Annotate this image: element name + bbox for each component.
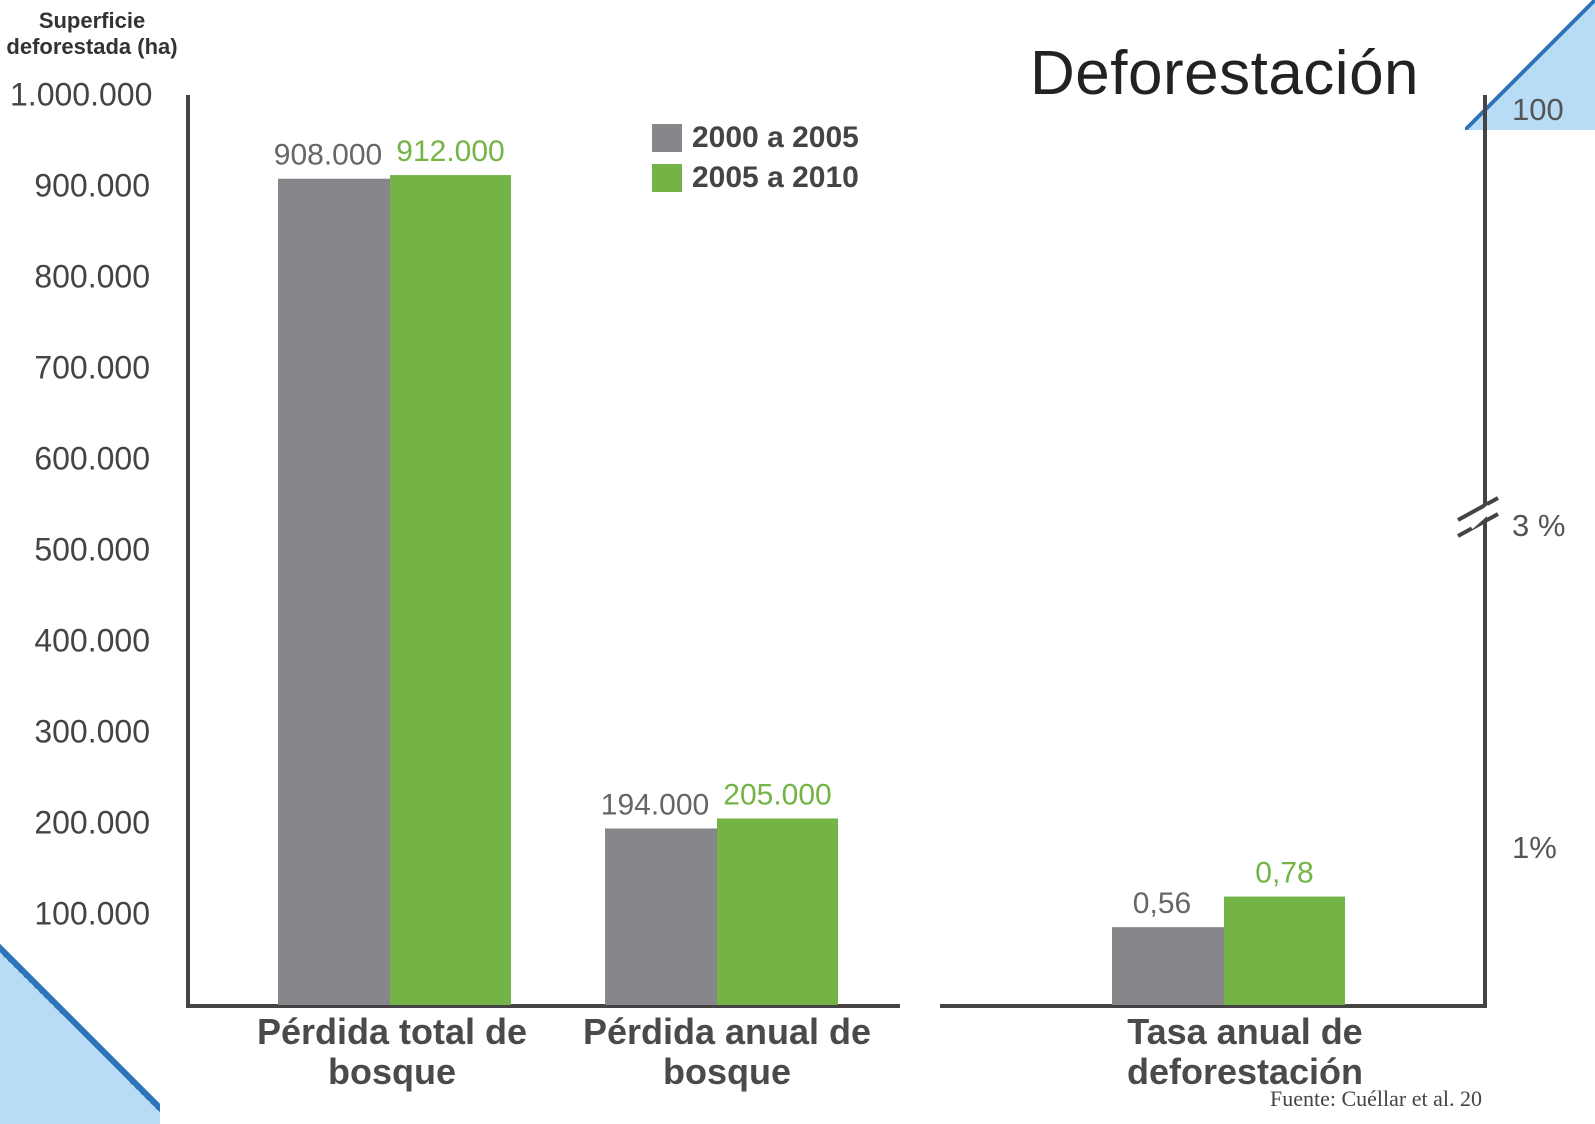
category-label-total: Pérdida total de bosque (222, 1012, 562, 1092)
data-label: 908.000 (274, 139, 382, 172)
data-label: 0,56 (1133, 887, 1191, 920)
data-label: 205.000 (723, 778, 831, 811)
data-label: 912.000 (396, 135, 504, 168)
data-label: 0,78 (1255, 857, 1313, 890)
bar-2005-2010 (390, 175, 511, 1005)
category-label-annual: Pérdida anual de bosque (557, 1012, 897, 1092)
bar-2000-2005 (278, 179, 390, 1005)
bar-2000-2005 (605, 828, 717, 1005)
data-label: 194.000 (601, 788, 709, 821)
source-note: Fuente: Cuéllar et al. 20 (1270, 1086, 1482, 1112)
category-label-rate: Tasa anual de deforestación (1095, 1012, 1395, 1092)
bar-2005-2010 (1224, 897, 1345, 1005)
bar-2005-2010 (717, 818, 838, 1005)
bar-2000-2005 (1112, 927, 1224, 1005)
